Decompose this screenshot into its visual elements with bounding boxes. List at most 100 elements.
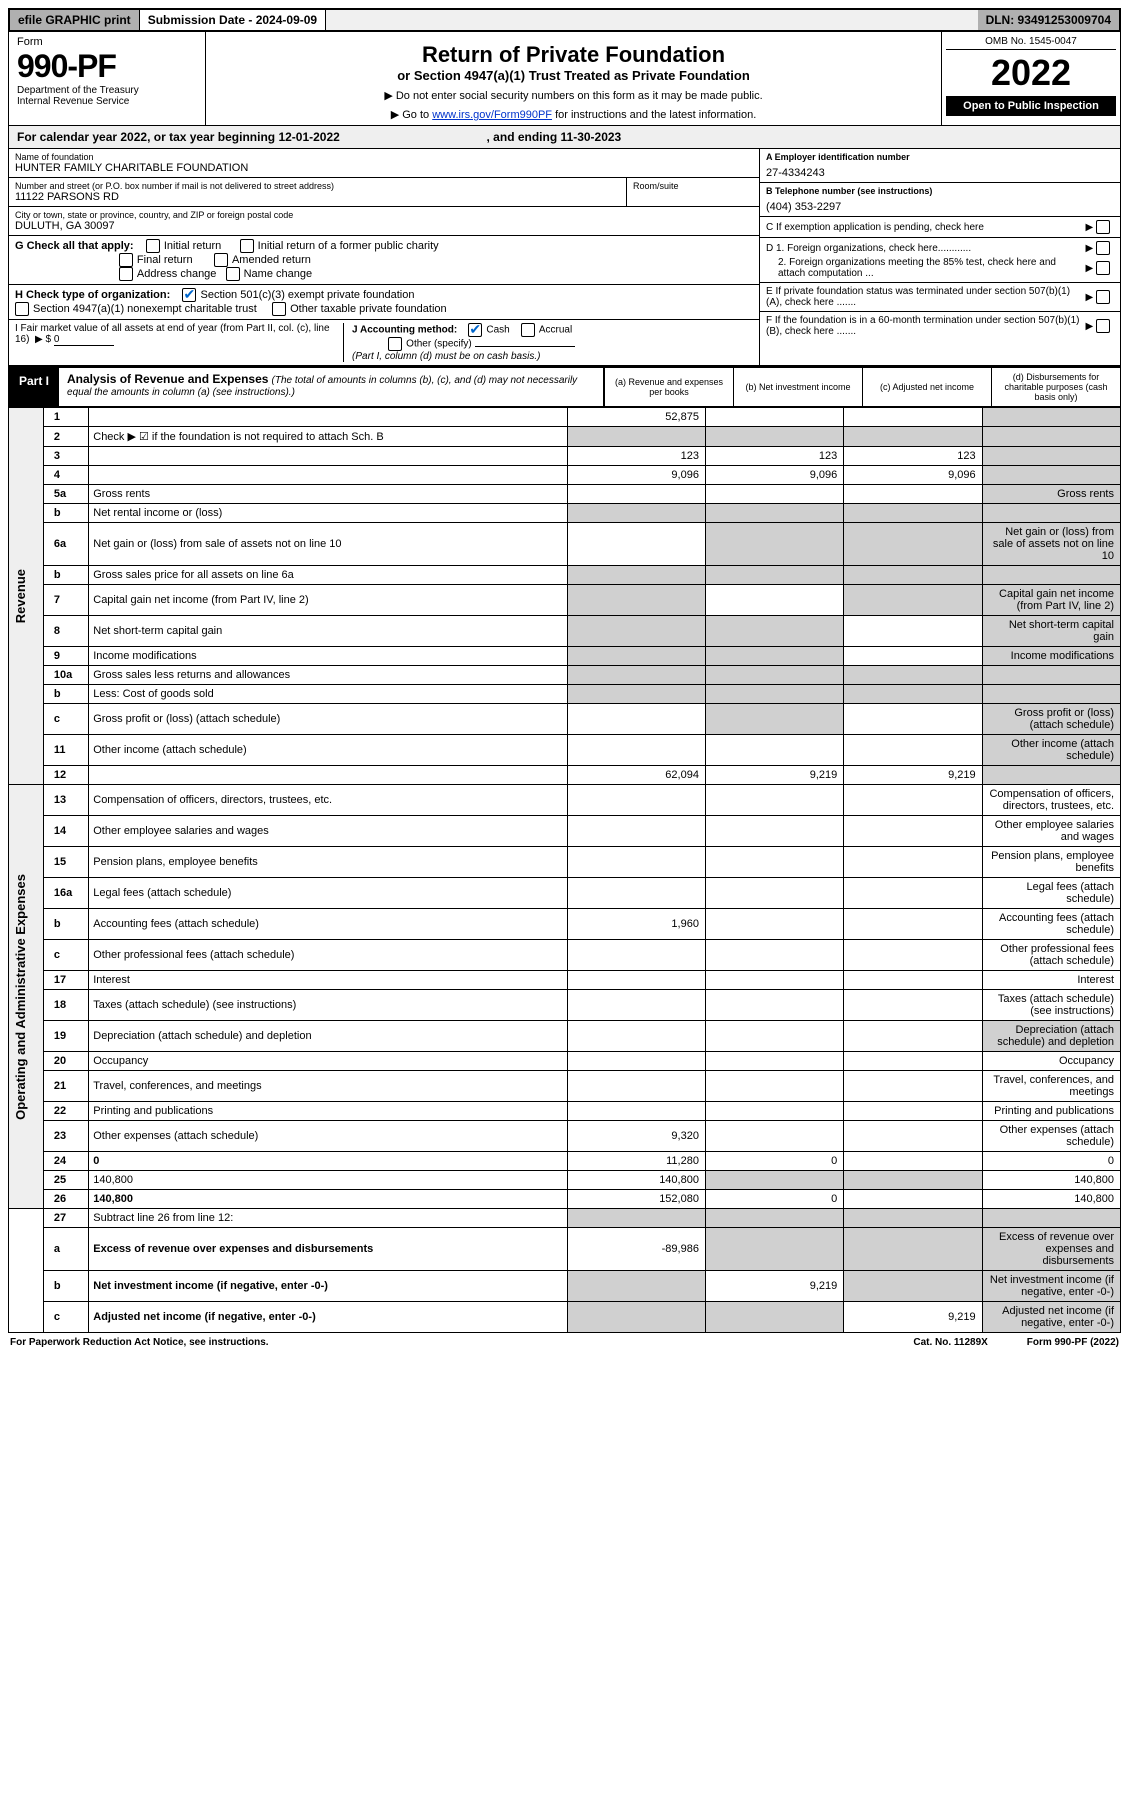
- amount-cell: [705, 971, 843, 990]
- line-number: c: [43, 704, 88, 735]
- checkbox-85pct-test[interactable]: [1096, 261, 1110, 275]
- footer-form: Form 990-PF (2022): [1027, 1337, 1119, 1348]
- table-row: 18Taxes (attach schedule) (see instructi…: [9, 990, 1121, 1021]
- col-d-header: (d) Disbursements for charitable purpose…: [991, 368, 1120, 406]
- checkbox-foreign-org[interactable]: [1096, 241, 1110, 255]
- line-description: Subtract line 26 from line 12:: [89, 1209, 567, 1228]
- tax-year: 2022: [946, 52, 1116, 94]
- checkbox-exemption-pending[interactable]: [1096, 220, 1110, 234]
- amount-cell: [567, 847, 705, 878]
- efile-label[interactable]: efile GRAPHIC print: [10, 10, 140, 30]
- amount-cell: [844, 408, 982, 427]
- amount-cell: 152,080: [567, 1190, 705, 1209]
- checkbox-amended-return[interactable]: [214, 253, 228, 267]
- amount-cell: [844, 1228, 982, 1271]
- amount-cell: [982, 1209, 1120, 1228]
- checkbox-other-method[interactable]: [388, 337, 402, 351]
- checkbox-501c3[interactable]: [182, 288, 196, 302]
- line-description: Travel, conferences, and meetings: [89, 1071, 567, 1102]
- amount-cell: [844, 1121, 982, 1152]
- checkbox-name-change[interactable]: [226, 267, 240, 281]
- table-row: 9Income modificationsIncome modification…: [9, 647, 1121, 666]
- line-number: 15: [43, 847, 88, 878]
- checkbox-cash[interactable]: [468, 323, 482, 337]
- checkbox-4947a1[interactable]: [15, 302, 29, 316]
- line-description: Excess of revenue over expenses and disb…: [89, 1228, 567, 1271]
- line-number: 11: [43, 735, 88, 766]
- j-note: (Part I, column (d) must be on cash basi…: [352, 351, 540, 362]
- amount-cell: [705, 878, 843, 909]
- amount-cell: [567, 685, 705, 704]
- checkbox-other-taxable[interactable]: [272, 302, 286, 316]
- amount-cell: [567, 940, 705, 971]
- info-left: Name of foundation HUNTER FAMILY CHARITA…: [9, 149, 759, 365]
- name-label: Name of foundation: [15, 152, 753, 162]
- table-row: 16aLegal fees (attach schedule)Legal fee…: [9, 878, 1121, 909]
- c-label: C If exemption application is pending, c…: [766, 222, 984, 233]
- irs-link[interactable]: www.irs.gov/Form990PF: [432, 109, 552, 121]
- amount-cell: [982, 685, 1120, 704]
- amount-cell: [844, 940, 982, 971]
- checkbox-final-return[interactable]: [119, 253, 133, 267]
- table-row: bNet rental income or (loss): [9, 504, 1121, 523]
- line-number: c: [43, 940, 88, 971]
- amount-cell: [567, 585, 705, 616]
- amount-cell: [705, 847, 843, 878]
- amount-cell: 11,280: [567, 1152, 705, 1171]
- line-description: Adjusted net income (if negative, enter …: [89, 1302, 567, 1333]
- checkbox-initial-public[interactable]: [240, 239, 254, 253]
- amount-cell: 9,096: [705, 466, 843, 485]
- footer-catno: Cat. No. 11289X: [913, 1337, 987, 1348]
- line-description: Gross sales price for all assets on line…: [89, 566, 567, 585]
- amount-cell: [844, 1021, 982, 1052]
- amount-cell: [844, 666, 982, 685]
- amount-cell: Excess of revenue over expenses and disb…: [982, 1228, 1120, 1271]
- line-description: Other employee salaries and wages: [89, 816, 567, 847]
- ein-value: 27-4334243: [766, 167, 1114, 179]
- line-description: Capital gain net income (from Part IV, l…: [89, 585, 567, 616]
- checkbox-initial-return[interactable]: [146, 239, 160, 253]
- table-row: 24011,28000: [9, 1152, 1121, 1171]
- table-row: 5aGross rentsGross rents: [9, 485, 1121, 504]
- amount-cell: [705, 647, 843, 666]
- city-label: City or town, state or province, country…: [15, 210, 753, 220]
- amount-cell: [705, 504, 843, 523]
- info-grid: Name of foundation HUNTER FAMILY CHARITA…: [8, 149, 1121, 366]
- amount-cell: Other professional fees (attach schedule…: [982, 940, 1120, 971]
- top-bar: efile GRAPHIC print Submission Date - 20…: [8, 8, 1121, 32]
- amount-cell: [567, 785, 705, 816]
- amount-cell: [705, 485, 843, 504]
- e-label: E If private foundation status was termi…: [766, 286, 1086, 308]
- amount-cell: [982, 566, 1120, 585]
- checkbox-60month-term[interactable]: [1096, 319, 1110, 333]
- amount-cell: Adjusted net income (if negative, enter …: [982, 1302, 1120, 1333]
- table-row: Operating and Administrative Expenses13C…: [9, 785, 1121, 816]
- line-description: 0: [89, 1152, 567, 1171]
- amount-cell: [705, 585, 843, 616]
- checkbox-address-change[interactable]: [119, 267, 133, 281]
- line-description: Income modifications: [89, 647, 567, 666]
- table-row: 26140,800152,0800140,800: [9, 1190, 1121, 1209]
- amount-cell: [567, 1302, 705, 1333]
- table-row: 21Travel, conferences, and meetingsTrave…: [9, 1071, 1121, 1102]
- checkbox-accrual[interactable]: [521, 323, 535, 337]
- amount-cell: [705, 1021, 843, 1052]
- amount-cell: [844, 685, 982, 704]
- line-description: [89, 408, 567, 427]
- amount-cell: [705, 1302, 843, 1333]
- amount-cell: 0: [705, 1152, 843, 1171]
- d1-label: D 1. Foreign organizations, check here..…: [766, 243, 971, 254]
- table-row: bGross sales price for all assets on lin…: [9, 566, 1121, 585]
- amount-cell: Gross profit or (loss) (attach schedule): [982, 704, 1120, 735]
- amount-cell: [705, 940, 843, 971]
- part1-table: Revenue152,8752Check ▶ ☑ if the foundati…: [8, 407, 1121, 1333]
- amount-cell: Net investment income (if negative, ente…: [982, 1271, 1120, 1302]
- line-number: 20: [43, 1052, 88, 1071]
- line-number: b: [43, 504, 88, 523]
- line-description: Other professional fees (attach schedule…: [89, 940, 567, 971]
- table-row: 2Check ▶ ☑ if the foundation is not requ…: [9, 427, 1121, 447]
- checkbox-status-terminated[interactable]: [1096, 290, 1110, 304]
- line-number: 4: [43, 466, 88, 485]
- amount-cell: [844, 816, 982, 847]
- part1-title: Analysis of Revenue and Expenses: [67, 372, 268, 386]
